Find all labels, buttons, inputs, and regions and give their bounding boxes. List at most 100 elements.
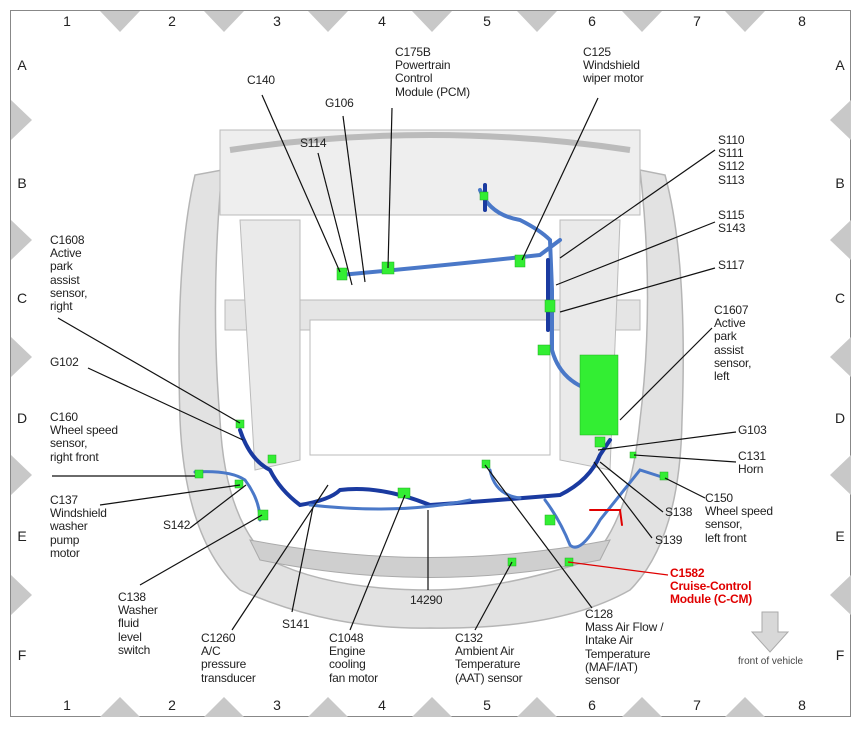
callout-g103: G103 bbox=[738, 423, 767, 437]
leader-line-s141 bbox=[291, 506, 314, 613]
grid-marker bbox=[412, 11, 452, 32]
callout-s110: S110 S111 S112 S113 bbox=[718, 133, 745, 187]
grid-column-7: 7 bbox=[693, 697, 701, 713]
callout-s142: S142 bbox=[163, 518, 191, 532]
grid-marker bbox=[204, 11, 244, 32]
front-of-vehicle-label: front of vehicle bbox=[738, 656, 804, 667]
callout-c175b: C175B Powertrain Control Module (PCM) bbox=[395, 45, 470, 99]
grid-row-A: A bbox=[17, 57, 27, 73]
callout-c1607: C1607 Active park assist sensor, left bbox=[714, 303, 752, 384]
grid-row-D: D bbox=[834, 410, 846, 426]
leader-line-c1048 bbox=[349, 494, 406, 631]
leader-line-c175b bbox=[387, 107, 393, 269]
callout-c138: C138 Washer fluid level switch bbox=[118, 590, 158, 657]
grid-row-C: C bbox=[834, 290, 846, 306]
grid-marker bbox=[204, 697, 244, 717]
leader-line-s142 bbox=[189, 484, 247, 529]
grid-row-A: A bbox=[835, 57, 845, 73]
leader-line-s114 bbox=[317, 152, 353, 286]
grid-marker bbox=[100, 11, 140, 32]
grid-column-6: 6 bbox=[588, 13, 596, 29]
grid-row-B: B bbox=[835, 175, 845, 191]
leader-line-s117 bbox=[559, 267, 716, 313]
grid-marker bbox=[11, 455, 32, 495]
wiring-harness bbox=[193, 183, 667, 549]
grid-row-F: F bbox=[835, 647, 845, 663]
callout-s138: S138 bbox=[665, 505, 693, 519]
leader-line-s110 bbox=[559, 149, 716, 259]
leader-line-s115 bbox=[555, 221, 716, 286]
grid-column-3: 3 bbox=[273, 697, 281, 713]
grid-column-1: 1 bbox=[63, 697, 71, 713]
grid-marker bbox=[100, 697, 140, 717]
grid-column-1: 1 bbox=[63, 13, 71, 29]
callout-c125: C125 Windshield wiper motor bbox=[583, 45, 644, 86]
callout-c1260: C1260 A/C pressure transducer bbox=[201, 631, 256, 685]
callout-c160: C160 Wheel speed sensor, right front bbox=[50, 410, 118, 464]
leader-line-c1582 bbox=[567, 561, 669, 576]
leader-line-g106 bbox=[342, 115, 366, 283]
callout-c131: C131 Horn bbox=[738, 449, 766, 477]
grid-marker bbox=[517, 697, 557, 717]
leader-line-c137 bbox=[99, 484, 241, 506]
grid-marker bbox=[412, 697, 452, 717]
grid-marker bbox=[830, 100, 851, 140]
leader-line-c1608 bbox=[57, 317, 241, 424]
callout-g106: G106 bbox=[325, 96, 354, 110]
grid-row-E: E bbox=[835, 528, 845, 544]
leader-lines bbox=[52, 94, 737, 631]
leader-line-c150 bbox=[664, 477, 706, 499]
grid-row-F: F bbox=[17, 647, 27, 663]
grid-marker bbox=[11, 100, 32, 140]
callout-s139: S139 bbox=[655, 533, 683, 547]
arrow-down-icon bbox=[750, 611, 790, 653]
grid-column-2: 2 bbox=[168, 13, 176, 29]
grid-column-7: 7 bbox=[693, 13, 701, 29]
callout-s115: S115 S143 bbox=[718, 208, 746, 236]
grid-marker bbox=[830, 337, 851, 377]
grid-column-5: 5 bbox=[483, 13, 491, 29]
grid-marker bbox=[622, 11, 662, 32]
leader-line-c132 bbox=[474, 561, 513, 631]
callout-c140: C140 bbox=[247, 73, 275, 87]
leader-line-c128 bbox=[484, 464, 593, 609]
grid-column-8: 8 bbox=[798, 13, 806, 29]
grid-column-4: 4 bbox=[378, 697, 386, 713]
callout-g102: G102 bbox=[50, 355, 79, 369]
leader-line-c138 bbox=[139, 514, 263, 586]
callout-c128: C128 Mass Air Flow / Intake Air Temperat… bbox=[585, 607, 664, 688]
grid-row-C: C bbox=[16, 290, 28, 306]
grid-marker bbox=[11, 575, 32, 615]
callout-c1608: C1608 Active park assist sensor, right bbox=[50, 233, 88, 314]
grid-column-3: 3 bbox=[273, 13, 281, 29]
grid-row-E: E bbox=[17, 528, 27, 544]
grid-marker bbox=[308, 697, 348, 717]
grid-column-8: 8 bbox=[798, 697, 806, 713]
callout-c150: C150 Wheel speed sensor, left front bbox=[705, 491, 773, 545]
leader-line-s138 bbox=[599, 461, 664, 513]
callout-s114: S114 bbox=[300, 136, 327, 150]
callout-c1048: C1048 Engine cooling fan motor bbox=[329, 631, 378, 685]
connectors bbox=[194, 191, 669, 567]
callout-h14290: 14290 bbox=[410, 593, 443, 607]
leader-line-s139 bbox=[593, 461, 653, 539]
grid-column-5: 5 bbox=[483, 697, 491, 713]
grid-marker bbox=[622, 697, 662, 717]
leader-line-g103 bbox=[597, 431, 737, 451]
grid-column-2: 2 bbox=[168, 697, 176, 713]
callout-s117: S117 bbox=[718, 258, 745, 272]
grid-column-4: 4 bbox=[378, 13, 386, 29]
grid-marker bbox=[830, 575, 851, 615]
grid-row-D: D bbox=[16, 410, 28, 426]
leader-line-g102 bbox=[87, 367, 244, 441]
grid-marker bbox=[830, 220, 851, 260]
grid-marker bbox=[11, 337, 32, 377]
callout-c132: C132 Ambient Air Temperature (AAT) senso… bbox=[455, 631, 523, 685]
grid-row-B: B bbox=[17, 175, 27, 191]
callout-c1582: C1582 Cruise-Control Module (C-CM) bbox=[670, 566, 753, 607]
leader-line-c125 bbox=[521, 97, 599, 261]
grid-marker bbox=[725, 11, 765, 32]
grid-column-6: 6 bbox=[588, 697, 596, 713]
